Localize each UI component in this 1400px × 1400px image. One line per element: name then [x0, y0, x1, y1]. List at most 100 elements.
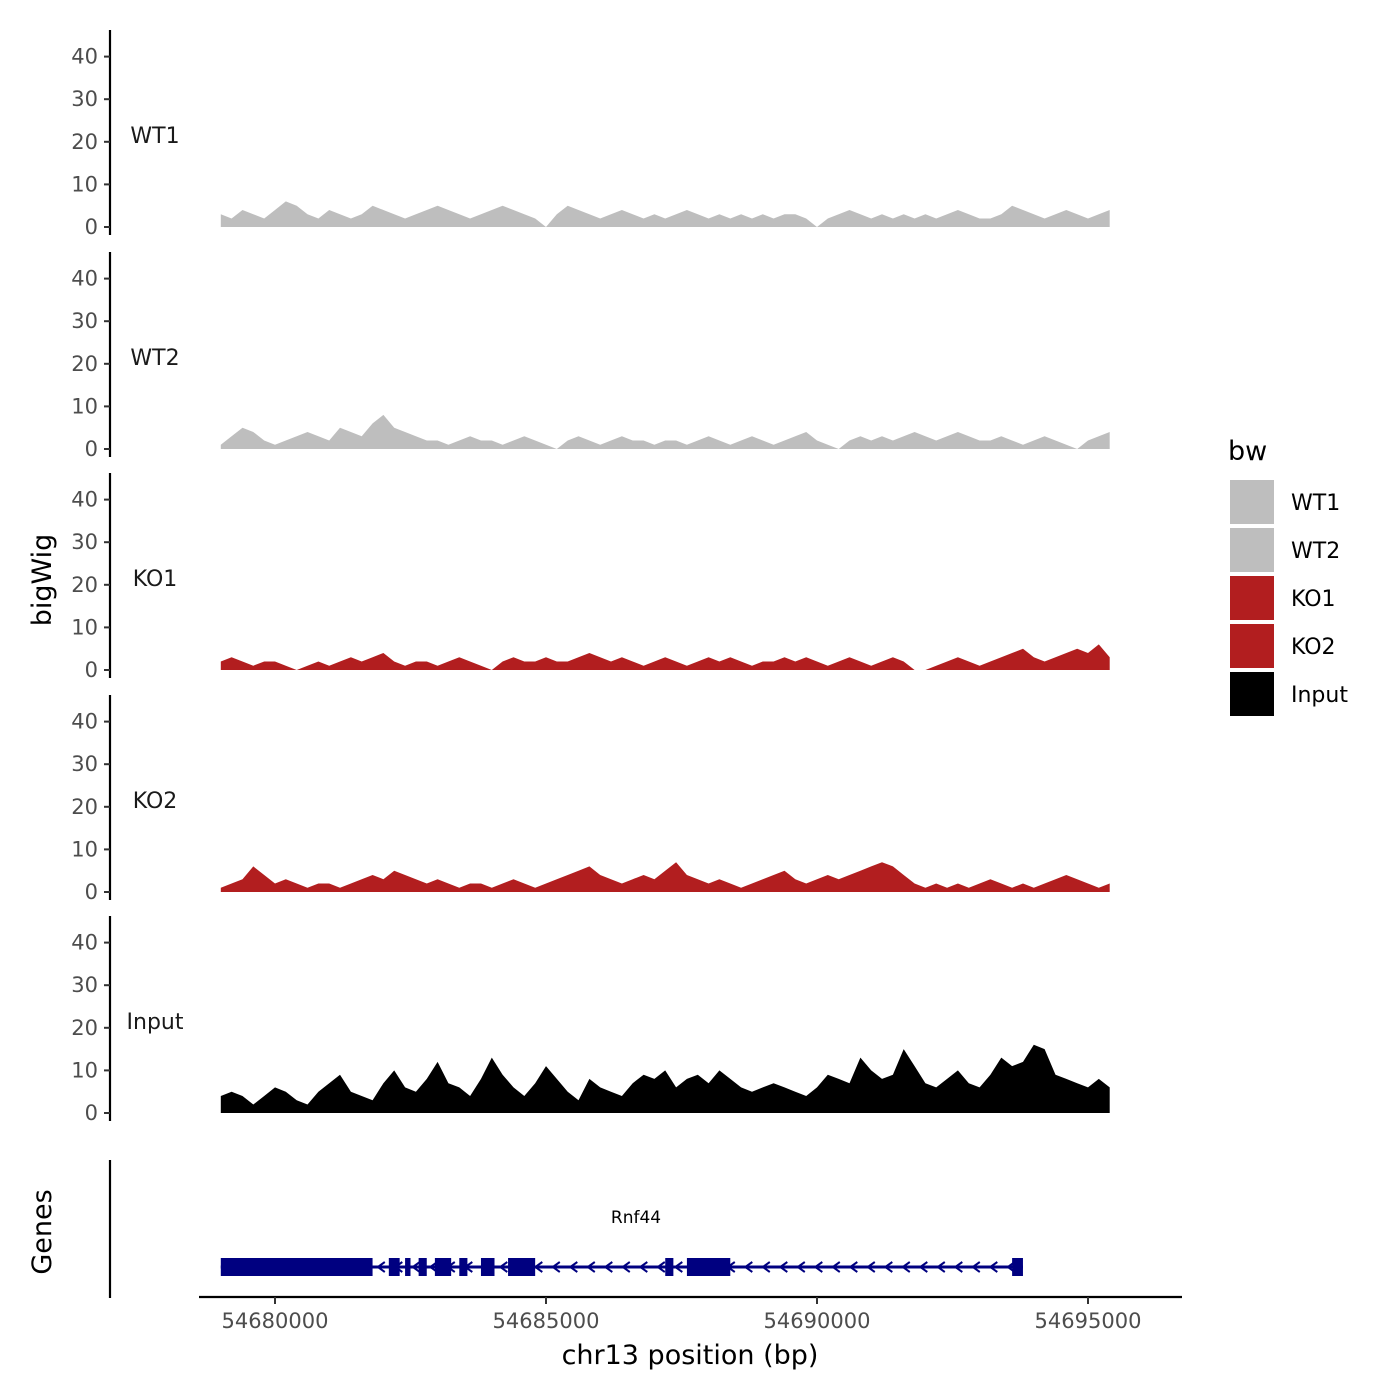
legend: bw WT1 WT2 KO1 KO2 Input [1228, 436, 1348, 716]
genes-axis-title: Genes [27, 1189, 58, 1274]
y-tick-label: 10 [71, 172, 98, 196]
strand-arrow [761, 1261, 771, 1273]
track-label-ko2: KO2 [133, 789, 178, 814]
y-tick-label: 0 [85, 1101, 98, 1125]
gene-exon [405, 1258, 411, 1276]
y-tick-label: 30 [71, 87, 98, 111]
track-label-wt1: WT1 [130, 124, 179, 149]
signal-tracks: 0 10 20 30 40 WT1 0 10 20 30 40 WT2 0 10 20 30 40 KO1 0 10 2… [71, 30, 1110, 1125]
y-tick-label: 40 [71, 488, 98, 512]
track-ko1: 0 10 20 30 40 KO1 [71, 473, 1110, 682]
y-tick-label: 10 [71, 615, 98, 639]
gene-track: Rnf44 [108, 1160, 1023, 1298]
y-tick-label: 20 [71, 795, 98, 819]
y-tick-label: 30 [71, 973, 98, 997]
y-tick-label: 20 [71, 1016, 98, 1040]
strand-arrow [796, 1261, 806, 1273]
strand-arrow [813, 1261, 823, 1273]
y-tick-label: 40 [71, 931, 98, 955]
strand-arrow [656, 1261, 666, 1273]
strand-arrow [586, 1261, 596, 1273]
strand-arrow [848, 1261, 858, 1273]
y-tick-label: 0 [85, 658, 98, 682]
track-label-wt2: WT2 [130, 346, 179, 371]
legend-key-ko1 [1230, 576, 1274, 620]
strand-arrow [673, 1261, 683, 1273]
area-ko2 [220, 721, 1110, 892]
area-wt1 [220, 77, 1110, 228]
legend-label-ko2: KO2 [1291, 635, 1336, 660]
x-tick-label: 54695000 [1035, 1309, 1142, 1333]
x-tick-label: 54680000 [222, 1309, 329, 1333]
y-tick-label: 0 [85, 215, 98, 239]
y-tick-label: 40 [71, 710, 98, 734]
strand-arrow [621, 1261, 631, 1273]
gene-exon [459, 1258, 468, 1276]
strand-arrow [866, 1261, 876, 1273]
gene-exon [686, 1258, 731, 1276]
gene-exon [1012, 1258, 1023, 1276]
x-tick-label: 54690000 [764, 1309, 871, 1333]
strand-arrow [603, 1261, 613, 1273]
y-tick-label: 40 [71, 45, 98, 69]
strand-arrow [901, 1261, 911, 1273]
strand-arrow [953, 1261, 963, 1273]
gene-exon [508, 1258, 536, 1276]
y-tick-label: 0 [85, 437, 98, 461]
strand-arrow [971, 1261, 981, 1273]
y-tick-label: 10 [71, 1058, 98, 1082]
strand-arrow [498, 1261, 508, 1273]
strand-arrow [988, 1261, 998, 1273]
gene-exon [220, 1258, 373, 1276]
y-axis-title: bigWig [27, 534, 58, 627]
y-tick-label: 20 [71, 352, 98, 376]
gene-exon [434, 1258, 452, 1276]
y-tick-label: 30 [71, 752, 98, 776]
strand-arrow [936, 1261, 946, 1273]
legend-title: bw [1228, 436, 1267, 467]
track-wt2: 0 10 20 30 40 WT2 [71, 252, 1110, 461]
x-axis-title: chr13 position (bp) [562, 1340, 819, 1371]
strand-arrow [411, 1261, 421, 1273]
strand-arrow [778, 1261, 788, 1273]
area-input [220, 1044, 1110, 1113]
x-axis: 54680000 54685000 54690000 54695000 [199, 1295, 1182, 1333]
strand-arrow [551, 1261, 561, 1273]
gene-exon [665, 1258, 674, 1276]
area-ko1 [220, 482, 1110, 670]
gene-exon [418, 1258, 427, 1276]
strand-arrow [743, 1261, 753, 1273]
legend-label-wt1: WT1 [1291, 491, 1340, 516]
x-tick-label: 54685000 [493, 1309, 600, 1333]
legend-key-ko2 [1230, 624, 1274, 668]
legend-label-wt2: WT2 [1291, 539, 1340, 564]
track-wt1: 0 10 20 30 40 WT1 [71, 30, 1110, 239]
strand-arrow [376, 1261, 386, 1273]
strand-arrow [533, 1261, 543, 1273]
track-label-ko1: KO1 [133, 567, 178, 592]
track-ko2: 0 10 20 30 40 KO2 [71, 695, 1110, 904]
y-tick-label: 30 [71, 530, 98, 554]
legend-label-ko1: KO1 [1291, 587, 1336, 612]
strand-arrow [568, 1261, 578, 1273]
track-label-input: Input [127, 1010, 184, 1035]
y-tick-label: 10 [71, 394, 98, 418]
strand-arrow [918, 1261, 928, 1273]
legend-key-wt2 [1230, 528, 1274, 572]
legend-label-input: Input [1291, 683, 1348, 708]
legend-key-input [1230, 672, 1274, 716]
y-tick-label: 10 [71, 837, 98, 861]
gene-exon [480, 1258, 495, 1276]
y-tick-label: 30 [71, 309, 98, 333]
y-tick-label: 40 [71, 267, 98, 291]
gene-label-rnf44: Rnf44 [611, 1208, 661, 1228]
strand-arrow [831, 1261, 841, 1273]
strand-arrow [883, 1261, 893, 1273]
gene-exon [388, 1258, 400, 1276]
track-input: 0 10 20 30 40 Input [71, 916, 1110, 1125]
y-tick-label: 20 [71, 130, 98, 154]
area-wt2 [220, 295, 1110, 449]
legend-key-wt1 [1230, 480, 1274, 524]
strand-arrow [638, 1261, 648, 1273]
